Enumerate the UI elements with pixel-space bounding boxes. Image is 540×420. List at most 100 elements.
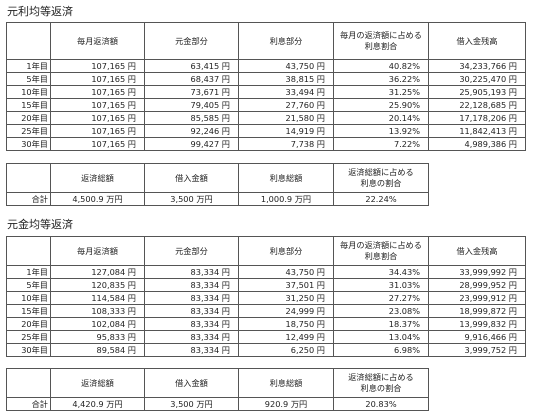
interest-ratio-cell: 25.90% (333, 98, 429, 112)
monthly-payment-cell: 107,165 円 (50, 111, 145, 125)
table-row: 20年目 102,084 円 83,334 円 18,750 円 18.37% … (6, 317, 526, 331)
monthly-payment-cell: 108,333 円 (50, 304, 145, 318)
interest-cell: 37,501 円 (238, 278, 334, 292)
monthly-payment-cell: 107,165 円 (50, 85, 145, 99)
summary-header-row: 返済総額 借入金額 利息総額 返済総額に占める 利息の割合 (6, 163, 429, 193)
header-total-interest-ratio-line1: 返済総額に占める (348, 372, 414, 382)
interest-ratio-cell: 36.22% (333, 72, 429, 86)
principal-cell: 83,334 円 (144, 317, 239, 331)
total-interest-ratio-cell: 22.24% (333, 192, 429, 206)
summary-table: 返済総額 借入金額 利息総額 返済総額に占める 利息の割合 合計 4,420.9 … (6, 368, 429, 411)
interest-ratio-cell: 34.43% (333, 265, 429, 279)
balance-cell: 3,999,752 円 (428, 343, 526, 357)
interest-ratio-cell: 31.03% (333, 278, 429, 292)
row-label: 30年目 (6, 343, 51, 357)
table-row: 1年目 127,084 円 83,334 円 43,750 円 34.43% 3… (6, 265, 526, 279)
interest-ratio-cell: 40.82% (333, 59, 429, 73)
balance-cell: 30,225,470 円 (428, 72, 526, 86)
interest-ratio-cell: 13.04% (333, 330, 429, 344)
header-total-interest: 利息総額 (238, 163, 334, 193)
row-label: 30年目 (6, 137, 51, 151)
interest-cell: 18,750 円 (238, 317, 334, 331)
interest-cell: 38,815 円 (238, 72, 334, 86)
total-interest-cell: 1,000.9 万円 (238, 192, 334, 206)
interest-ratio-cell: 27.27% (333, 291, 429, 305)
interest-ratio-cell: 31.25% (333, 85, 429, 99)
monthly-payment-cell: 107,165 円 (50, 124, 145, 138)
table-row: 30年目 89,584 円 83,334 円 6,250 円 6.98% 3,9… (6, 343, 526, 357)
header-interest-ratio: 毎月の返済額に占める 利息割合 (333, 22, 429, 60)
summary-header-blank-cell (6, 368, 51, 398)
principal-cell: 83,334 円 (144, 291, 239, 305)
summary-header-row: 返済総額 借入金額 利息総額 返済総額に占める 利息の割合 (6, 368, 429, 398)
row-label: 10年目 (6, 85, 51, 99)
interest-cell: 24,999 円 (238, 304, 334, 318)
header-loan-amount: 借入金額 (144, 368, 239, 398)
summary-table: 返済総額 借入金額 利息総額 返済総額に占める 利息の割合 合計 4,500.9 … (6, 163, 429, 206)
total-repayment-cell: 4,420.9 万円 (50, 397, 145, 411)
principal-cell: 83,334 円 (144, 278, 239, 292)
principal-cell: 73,671 円 (144, 85, 239, 99)
table-row: 1年目 107,165 円 63,415 円 43,750 円 40.82% 3… (6, 59, 526, 73)
interest-cell: 43,750 円 (238, 59, 334, 73)
interest-ratio-cell: 7.22% (333, 137, 429, 151)
interest-cell: 27,760 円 (238, 98, 334, 112)
header-total-interest: 利息総額 (238, 368, 334, 398)
interest-cell: 33,494 円 (238, 85, 334, 99)
balance-cell: 34,233,766 円 (428, 59, 526, 73)
total-interest-cell: 920.9 万円 (238, 397, 334, 411)
header-total-repayment: 返済総額 (50, 368, 145, 398)
table-row: 10年目 107,165 円 73,671 円 33,494 円 31.25% … (6, 85, 526, 99)
loan-amount-cell: 3,500 万円 (144, 397, 239, 411)
total-interest-ratio-cell: 20.83% (333, 397, 429, 411)
interest-ratio-cell: 13.92% (333, 124, 429, 138)
header-interest: 利息部分 (238, 22, 334, 60)
header-total-interest-ratio: 返済総額に占める 利息の割合 (333, 163, 429, 193)
balance-cell: 22,128,685 円 (428, 98, 526, 112)
header-blank-cell (6, 22, 51, 60)
balance-cell: 23,999,912 円 (428, 291, 526, 305)
row-label: 15年目 (6, 304, 51, 318)
interest-cell: 7,738 円 (238, 137, 334, 151)
header-principal: 元金部分 (144, 236, 239, 266)
row-label: 1年目 (6, 59, 51, 73)
monthly-payment-cell: 95,833 円 (50, 330, 145, 344)
row-label: 20年目 (6, 317, 51, 331)
header-balance: 借入金残高 (428, 236, 526, 266)
summary-header-blank-cell (6, 163, 51, 193)
header-total-interest-ratio-line2: 利息の割合 (360, 178, 402, 188)
summary-row: 合計 4,420.9 万円 3,500 万円 920.9 万円 20.83% (6, 397, 429, 411)
table-row: 5年目 107,165 円 68,437 円 38,815 円 36.22% 3… (6, 72, 526, 86)
principal-cell: 83,334 円 (144, 304, 239, 318)
interest-cell: 14,919 円 (238, 124, 334, 138)
table-row: 5年目 120,835 円 83,334 円 37,501 円 31.03% 2… (6, 278, 526, 292)
row-label: 25年目 (6, 330, 51, 344)
header-monthly-payment: 毎月返済額 (50, 236, 145, 266)
summary-label: 合計 (6, 397, 51, 411)
balance-cell: 25,905,193 円 (428, 85, 526, 99)
interest-cell: 31,250 円 (238, 291, 334, 305)
table-row: 15年目 108,333 円 83,334 円 24,999 円 23.08% … (6, 304, 526, 318)
header-interest-ratio-line1: 毎月の返済額に占める (340, 240, 422, 250)
header-monthly-payment: 毎月返済額 (50, 22, 145, 60)
interest-cell: 43,750 円 (238, 265, 334, 279)
balance-cell: 11,842,413 円 (428, 124, 526, 138)
header-total-repayment: 返済総額 (50, 163, 145, 193)
header-total-interest-ratio: 返済総額に占める 利息の割合 (333, 368, 429, 398)
header-interest-ratio: 毎月の返済額に占める 利息割合 (333, 236, 429, 266)
interest-cell: 6,250 円 (238, 343, 334, 357)
balance-cell: 33,999,992 円 (428, 265, 526, 279)
interest-ratio-cell: 23.08% (333, 304, 429, 318)
header-total-interest-ratio-line2: 利息の割合 (360, 383, 402, 393)
row-label: 5年目 (6, 72, 51, 86)
table-row: 25年目 107,165 円 92,246 円 14,919 円 13.92% … (6, 124, 526, 138)
monthly-payment-cell: 127,084 円 (50, 265, 145, 279)
interest-cell: 21,580 円 (238, 111, 334, 125)
principal-cell: 92,246 円 (144, 124, 239, 138)
principal-cell: 63,415 円 (144, 59, 239, 73)
row-label: 5年目 (6, 278, 51, 292)
balance-cell: 28,999,952 円 (428, 278, 526, 292)
principal-cell: 83,334 円 (144, 330, 239, 344)
header-interest-ratio-line1: 毎月の返済額に占める (340, 30, 422, 40)
interest-cell: 12,499 円 (238, 330, 334, 344)
